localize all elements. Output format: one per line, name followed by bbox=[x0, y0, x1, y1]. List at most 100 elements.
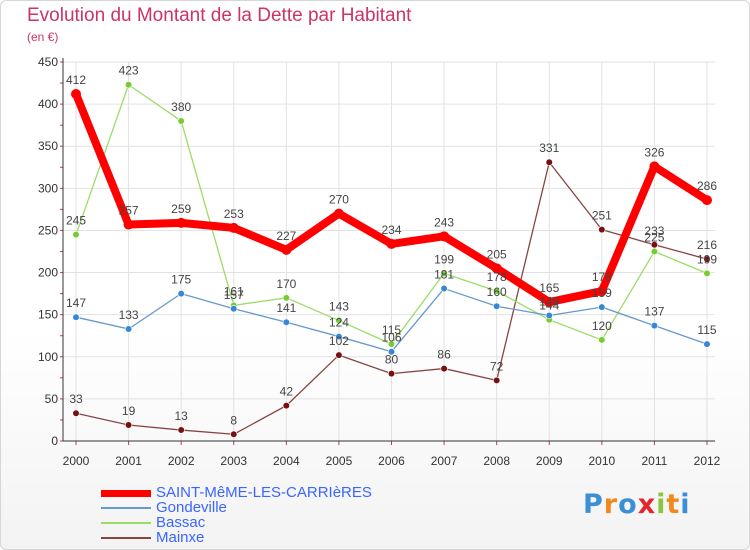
data-point bbox=[440, 364, 448, 373]
chart-title: Evolution du Montant de la Dette par Hab… bbox=[27, 5, 412, 26]
data-label: 216 bbox=[697, 238, 717, 252]
data-label: 143 bbox=[329, 300, 349, 314]
x-tick-label: 2009 bbox=[536, 454, 563, 468]
data-point bbox=[545, 311, 553, 320]
data-point bbox=[72, 231, 80, 239]
legend-label: SAINT-MêME-LES-CARRIèRES bbox=[156, 484, 372, 501]
data-point bbox=[598, 303, 606, 311]
data-label: 115 bbox=[382, 323, 401, 337]
data-point bbox=[598, 226, 606, 234]
data-label: 141 bbox=[276, 301, 296, 315]
data-label: 42 bbox=[280, 385, 294, 399]
legend-label: Mainxe bbox=[156, 529, 205, 546]
data-point bbox=[230, 430, 238, 438]
data-point bbox=[124, 325, 133, 333]
data-label: 80 bbox=[385, 353, 399, 367]
logo-letter: r bbox=[603, 489, 619, 520]
x-tick-label: 2005 bbox=[326, 454, 353, 468]
data-label: 245 bbox=[66, 214, 86, 228]
data-label: 144 bbox=[539, 299, 559, 313]
legend-swatch bbox=[101, 507, 151, 509]
data-point bbox=[282, 318, 290, 326]
data-label: 205 bbox=[487, 247, 507, 261]
data-label: 257 bbox=[119, 204, 139, 218]
data-point bbox=[71, 89, 81, 100]
data-point bbox=[386, 238, 397, 249]
data-point bbox=[387, 370, 396, 378]
logo-letter: i bbox=[656, 489, 667, 520]
data-label: 234 bbox=[381, 223, 401, 237]
legend-label: Gondeville bbox=[156, 499, 227, 516]
data-label: 181 bbox=[434, 268, 454, 282]
logo-letter: x bbox=[637, 489, 657, 520]
data-label: 243 bbox=[434, 215, 454, 229]
data-label: 124 bbox=[329, 316, 349, 330]
y-tick-label: 350 bbox=[38, 139, 58, 153]
data-label: 8 bbox=[230, 413, 237, 427]
data-point bbox=[545, 158, 553, 166]
data-point bbox=[387, 340, 396, 348]
data-point bbox=[544, 297, 555, 308]
grid bbox=[63, 61, 715, 441]
data-label: 259 bbox=[171, 202, 191, 216]
data-point bbox=[230, 305, 238, 313]
x-tick-label: 2003 bbox=[220, 454, 247, 468]
data-point bbox=[228, 222, 239, 233]
data-label: 86 bbox=[437, 348, 451, 362]
data-label: 380 bbox=[171, 100, 191, 114]
data-label: 133 bbox=[119, 308, 139, 322]
y-tick-label: 100 bbox=[38, 350, 58, 364]
data-label: 33 bbox=[69, 392, 83, 406]
series-lines bbox=[71, 81, 712, 438]
data-point bbox=[440, 269, 448, 277]
data-point bbox=[282, 294, 290, 302]
logo-letter: P bbox=[583, 489, 604, 520]
legend-swatch bbox=[101, 489, 151, 497]
data-label: 157 bbox=[224, 288, 244, 302]
data-point bbox=[176, 217, 187, 228]
legend-label: Bassac bbox=[156, 514, 206, 531]
data-point bbox=[333, 208, 344, 219]
data-point bbox=[124, 421, 133, 429]
y-tick-label: 250 bbox=[38, 223, 58, 237]
data-label: 225 bbox=[644, 231, 664, 245]
y-tick-label: 450 bbox=[38, 55, 58, 69]
x-tick-label: 2000 bbox=[63, 454, 90, 468]
logo-letter: i bbox=[680, 489, 691, 520]
logo-letter: o bbox=[618, 489, 638, 520]
x-tick-label: 2011 bbox=[642, 454, 668, 468]
data-label: 170 bbox=[276, 277, 296, 291]
data-point bbox=[282, 402, 290, 410]
data-point bbox=[650, 322, 659, 330]
data-point bbox=[598, 336, 606, 344]
data-point bbox=[703, 340, 711, 348]
data-label: 199 bbox=[697, 252, 717, 266]
data-label: 19 bbox=[122, 404, 136, 418]
x-tick-label: 2004 bbox=[273, 454, 300, 468]
data-point bbox=[335, 351, 343, 359]
data-label: 137 bbox=[644, 305, 664, 319]
data-point bbox=[702, 195, 712, 206]
proxiti-logo: Proxiti bbox=[583, 489, 691, 520]
data-labels: 412 257 259 253 227 270 234 243 205 165 178 326 286 1… bbox=[66, 64, 717, 428]
data-label: 251 bbox=[592, 209, 612, 223]
logo-letter: t bbox=[666, 489, 681, 520]
data-point bbox=[493, 287, 501, 295]
data-point bbox=[491, 263, 502, 274]
x-tick-label: 2007 bbox=[431, 454, 458, 468]
data-point bbox=[177, 117, 185, 125]
data-label: 72 bbox=[490, 359, 504, 373]
data-point bbox=[123, 219, 134, 230]
data-label: 331 bbox=[539, 141, 559, 155]
data-point bbox=[335, 332, 343, 341]
data-label: 199 bbox=[434, 252, 454, 266]
y-tick-label: 150 bbox=[38, 308, 58, 322]
data-point bbox=[703, 269, 711, 277]
data-label: 423 bbox=[119, 64, 139, 78]
y-tick-label: 300 bbox=[38, 181, 58, 195]
data-point bbox=[281, 244, 292, 255]
data-label: 160 bbox=[487, 285, 507, 299]
x-tick-label: 2006 bbox=[378, 454, 405, 468]
data-label: 120 bbox=[592, 319, 612, 333]
